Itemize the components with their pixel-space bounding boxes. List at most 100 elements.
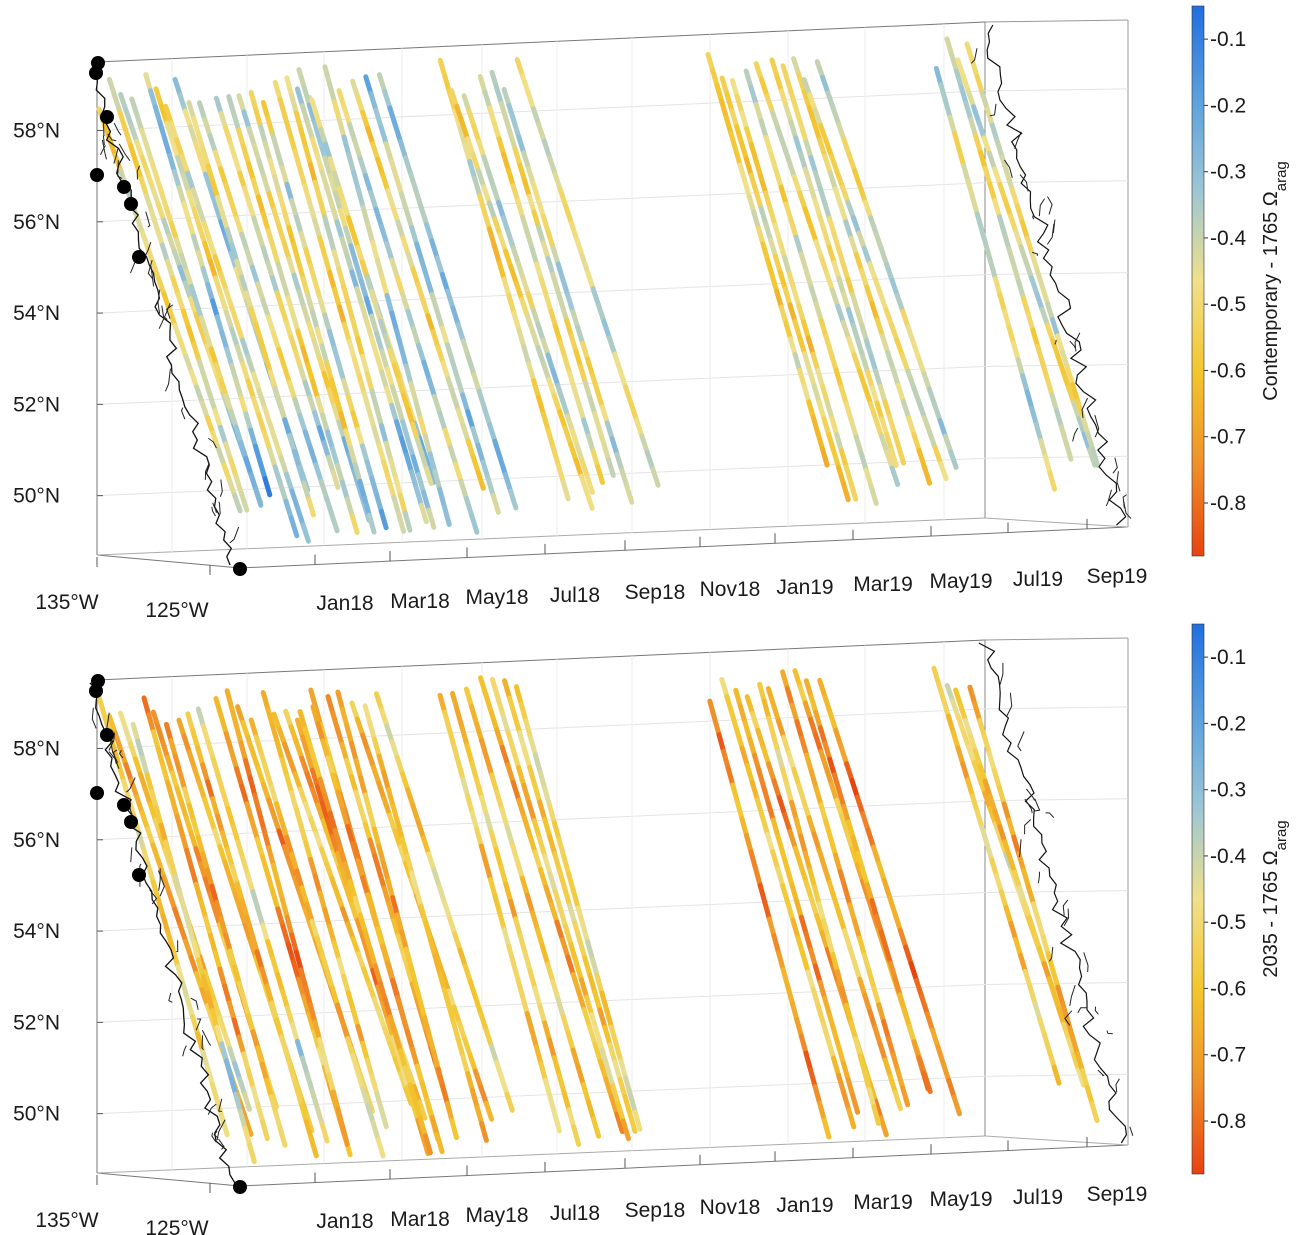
- track-segment: [776, 718, 787, 740]
- track-segment: [877, 1041, 888, 1063]
- track-segment: [418, 502, 429, 525]
- track-segment: [301, 994, 312, 1017]
- track-segment: [173, 754, 183, 776]
- track-segment: [831, 231, 842, 252]
- track-segment: [259, 853, 271, 877]
- track-segment: [265, 939, 276, 961]
- track-segment: [276, 347, 287, 369]
- track-segment: [313, 462, 324, 484]
- track-segment: [238, 440, 249, 461]
- track-segment: [336, 304, 347, 327]
- track-segment: [1065, 365, 1076, 388]
- track-segment: [321, 1054, 332, 1077]
- track-segment: [529, 1027, 539, 1050]
- ship-track: [322, 64, 452, 527]
- track-segment: [370, 1119, 381, 1142]
- track-segment: [744, 762, 755, 786]
- track-segment: [1021, 867, 1032, 890]
- track-segment: [292, 771, 303, 792]
- track-segment: [576, 989, 587, 1012]
- track-segment: [322, 214, 332, 237]
- track-segment: [116, 761, 127, 784]
- track-segment: [540, 361, 552, 383]
- track-segment: [281, 844, 292, 865]
- track-segment: [571, 386, 582, 407]
- track-segment: [228, 408, 239, 430]
- track-segment: [355, 94, 366, 115]
- island-outline: [213, 1130, 219, 1139]
- track-segment: [856, 230, 867, 251]
- track-segment: [200, 762, 211, 785]
- track-segment: [508, 488, 519, 511]
- time-tick-label: Mar19: [853, 1191, 913, 1214]
- track-segment: [847, 902, 858, 924]
- latitude-ticks: 50°N52°N54°N56°N58°N: [13, 119, 103, 508]
- track-segment: [992, 809, 1003, 830]
- track-segment: [860, 878, 871, 900]
- track-segment: [805, 335, 816, 357]
- track-segment: [494, 1059, 505, 1081]
- track-segment: [522, 950, 533, 974]
- track-segment: [938, 460, 949, 482]
- track-segment: [861, 245, 873, 267]
- track-segment: [236, 980, 247, 1002]
- track-segment: [308, 263, 318, 285]
- track-segment: [179, 153, 191, 176]
- track-segment: [245, 1013, 256, 1035]
- track-segment: [255, 281, 266, 303]
- track-segment: [369, 1074, 380, 1096]
- track-segment: [341, 377, 351, 400]
- track-segment: [585, 356, 595, 378]
- track-segment: [374, 331, 385, 354]
- track-segment: [557, 906, 569, 930]
- track-segment: [385, 786, 396, 809]
- track-segment: [405, 250, 416, 272]
- track-segment: [394, 328, 404, 351]
- track-segment: [234, 321, 246, 343]
- track-segment: [261, 827, 272, 851]
- ship-track: [705, 51, 830, 468]
- track-segment: [565, 954, 576, 977]
- track-segment: [798, 251, 809, 273]
- track-segment: [240, 856, 251, 878]
- track-segment: [516, 327, 527, 350]
- track-segment: [543, 292, 554, 314]
- track-segment: [412, 1099, 423, 1122]
- track-segment: [1055, 333, 1066, 355]
- track-segment: [798, 1033, 809, 1056]
- track-segment: [782, 811, 793, 834]
- track-segment: [118, 91, 129, 113]
- track-segment: [806, 105, 818, 127]
- track-segment: [350, 1007, 361, 1029]
- track-segment: [921, 371, 932, 392]
- track-segment: [325, 817, 336, 840]
- track-segment: [154, 174, 165, 196]
- track-segment: [376, 869, 387, 891]
- track-segment: [361, 966, 372, 987]
- track-segment: [444, 1100, 455, 1123]
- track-segment: [253, 106, 264, 129]
- track-segment: [786, 271, 797, 293]
- track-segment: [365, 950, 376, 973]
- track-segment: [724, 91, 735, 113]
- track-segment: [524, 892, 535, 916]
- track-segment: [589, 1012, 600, 1036]
- track-segment: [1070, 382, 1081, 404]
- track-segment: [781, 734, 792, 756]
- track-segment: [179, 830, 190, 853]
- track-segment: [892, 1089, 903, 1112]
- ship-track: [362, 703, 489, 1143]
- track-segment: [224, 688, 235, 711]
- track-segment: [390, 895, 400, 918]
- axes-top-right-edge: [984, 637, 1129, 641]
- ship-track: [817, 677, 962, 1117]
- track-segment: [360, 109, 371, 131]
- time-tick-label: May19: [929, 570, 992, 593]
- track-segment: [353, 789, 364, 811]
- track-segment: [460, 1054, 471, 1076]
- track-segment: [234, 881, 245, 904]
- track-segment: [892, 911, 903, 933]
- track-segment: [767, 206, 778, 228]
- track-segment: [299, 885, 310, 907]
- track-segment: [450, 391, 461, 413]
